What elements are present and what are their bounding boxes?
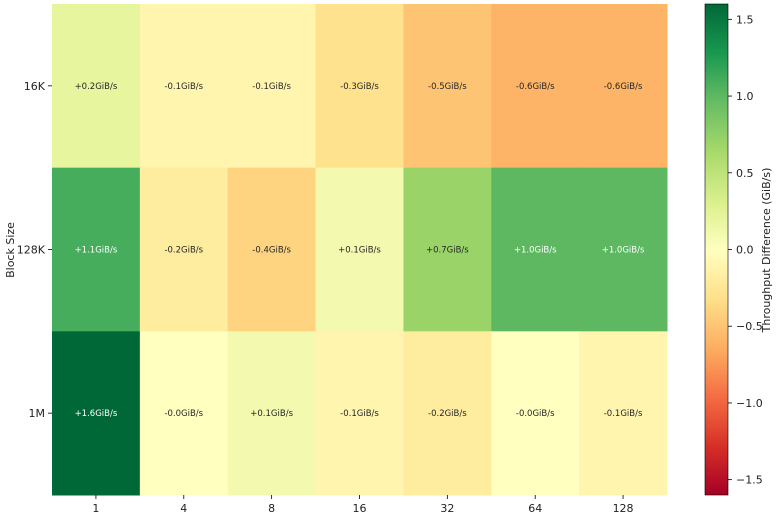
colorbar: −1.5 −1.0 −0.5 0.0 0.5 1.0 1.5 Throughput Diff…: [704, 3, 773, 496]
colorbar-tick-label: 0.0: [736, 244, 754, 257]
y-tick-label: 128K: [17, 244, 46, 257]
y-tick-label: 1M: [29, 407, 46, 420]
heatmap-cell: [579, 4, 668, 169]
cell-value-label: -0.4GiB/s: [252, 246, 291, 256]
cell-value-label: +0.2GiB/s: [75, 82, 118, 92]
colorbar-tick-label: −1.5: [736, 474, 763, 487]
heatmap-cell: [139, 331, 229, 496]
cell-value-label: -0.1GiB/s: [164, 82, 203, 92]
cell-value-label: -0.6GiB/s: [516, 82, 555, 92]
x-tick-label: 8: [268, 502, 275, 515]
heatmap-cell: [403, 331, 492, 496]
colorbar-tick-label: 0.5: [736, 167, 754, 180]
heatmap-cell: [227, 167, 317, 332]
heatmap-cell: [491, 4, 580, 169]
heatmap-cell: [139, 4, 229, 169]
cell-value-label: +0.7GiB/s: [426, 246, 469, 256]
heatmap-cell: [52, 4, 141, 169]
cell-value-label: +1.6GiB/s: [75, 409, 118, 419]
x-tick-label: 32: [440, 502, 454, 515]
heatmap-grid: +0.2GiB/s -0.1GiB/s -0.1GiB/s -0.3GiB/s -0.5…: [52, 4, 668, 496]
cell-value-label: -0.2GiB/s: [164, 246, 203, 256]
cell-value-label: +0.1GiB/s: [250, 409, 293, 419]
y-axis-label: Block Size: [4, 222, 17, 278]
cell-value-label: +1.1GiB/s: [75, 246, 118, 256]
x-tick-label: 128: [613, 502, 634, 515]
cell-value-label: -0.1GiB/s: [340, 409, 379, 419]
colorbar-tick-label: −1.0: [736, 397, 763, 410]
heatmap-cell: [403, 4, 492, 169]
cell-value-label: -0.5GiB/s: [428, 82, 467, 92]
cell-value-label: -0.1GiB/s: [604, 409, 643, 419]
x-axis: 1 4 8 16 32 64 128: [92, 495, 634, 515]
heatmap-cell: [315, 167, 404, 332]
cell-value-label: -0.0GiB/s: [516, 409, 555, 419]
heatmap-cell: [491, 167, 580, 332]
cell-value-label: +0.1GiB/s: [338, 246, 381, 256]
heatmap-cell: [315, 4, 404, 169]
cell-value-label: -0.6GiB/s: [604, 82, 643, 92]
heatmap-cell: [139, 167, 229, 332]
cell-value-label: -0.3GiB/s: [340, 82, 379, 92]
colorbar-tick-label: 1.5: [736, 13, 754, 26]
heatmap-cell: [227, 331, 317, 496]
cell-value-label: +1.0GiB/s: [514, 246, 557, 256]
heatmap-cell: [491, 331, 580, 496]
y-axis: 16K 128K 1M: [17, 80, 52, 420]
heatmap-cell: [315, 331, 404, 496]
heatmap-cell: [52, 331, 141, 496]
heatmap-cell: [52, 167, 141, 332]
x-tick-label: 16: [353, 502, 367, 515]
x-tick-label: 1: [92, 502, 99, 515]
cell-value-label: +1.0GiB/s: [602, 246, 645, 256]
colorbar-tick-label: 1.0: [736, 90, 754, 103]
colorbar-gradient: [704, 3, 729, 496]
heatmap-cell: [403, 167, 492, 332]
colorbar-ticks: −1.5 −1.0 −0.5 0.0 0.5 1.0 1.5: [728, 13, 763, 487]
heatmap-cell: [579, 331, 668, 496]
heatmap-cell: [227, 4, 317, 169]
heatmap-cell: [579, 167, 668, 332]
colorbar-tick-label: −0.5: [736, 320, 763, 333]
x-tick-label: 64: [528, 502, 542, 515]
y-tick-label: 16K: [24, 80, 46, 93]
cell-value-label: -0.1GiB/s: [252, 82, 291, 92]
cell-value-label: -0.2GiB/s: [428, 409, 467, 419]
colorbar-label: Throughput Difference (GiB/s): [760, 168, 773, 334]
x-tick-label: 4: [180, 502, 187, 515]
cell-value-label: -0.0GiB/s: [164, 409, 203, 419]
